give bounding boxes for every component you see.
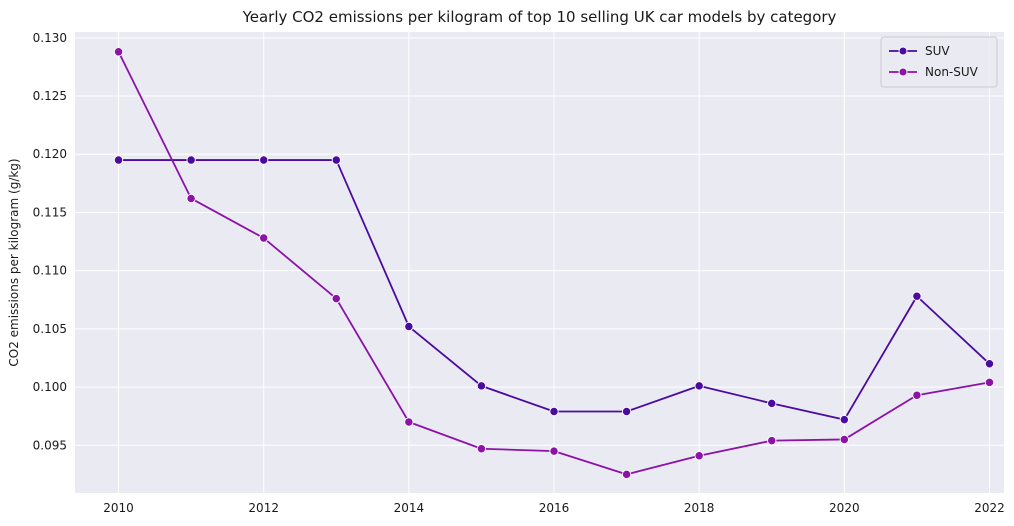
data-point bbox=[404, 321, 414, 332]
y-tick-label: 0.125 bbox=[33, 89, 67, 103]
legend-item: SUV bbox=[889, 44, 950, 58]
data-point bbox=[839, 434, 849, 445]
legend-label: SUV bbox=[925, 44, 950, 58]
data-point bbox=[839, 415, 849, 425]
series-suv bbox=[113, 155, 995, 425]
y-tick-label: 0.095 bbox=[33, 438, 67, 452]
data-point bbox=[621, 469, 632, 480]
data-point bbox=[259, 155, 269, 165]
data-point bbox=[113, 155, 124, 165]
y-tick-label: 0.115 bbox=[33, 205, 67, 219]
data-point bbox=[694, 381, 704, 391]
data-point bbox=[767, 398, 777, 409]
data-point bbox=[912, 390, 922, 400]
y-tick-label: 0.110 bbox=[33, 264, 67, 278]
y-axis-label: CO2 emissions per kilogram (g/kg) bbox=[7, 158, 21, 366]
data-point bbox=[331, 155, 341, 165]
data-point bbox=[404, 417, 414, 427]
data-point bbox=[259, 233, 269, 243]
y-tick-label: 0.105 bbox=[33, 322, 67, 336]
data-point bbox=[694, 451, 704, 461]
x-tick-label: 2018 bbox=[684, 501, 715, 515]
data-point bbox=[767, 435, 777, 446]
x-tick-label: 2010 bbox=[103, 501, 134, 515]
plot-background bbox=[75, 32, 1004, 493]
data-point bbox=[984, 377, 995, 388]
chart-title: Yearly CO2 emissions per kilogram of top… bbox=[242, 8, 837, 26]
y-tick-label: 0.130 bbox=[33, 31, 67, 45]
grid-lines bbox=[75, 32, 1004, 493]
legend-item: Non-SUV bbox=[889, 65, 979, 79]
y-tick-label: 0.100 bbox=[33, 380, 67, 394]
tick-labels: 2010 2012 2014 2016 2018 2020 2022 0.095 0.100 0.… bbox=[33, 31, 1005, 515]
data-point bbox=[186, 155, 196, 165]
x-tick-label: 2020 bbox=[829, 501, 860, 515]
x-tick-label: 2014 bbox=[394, 501, 425, 515]
legend: SUV Non-SUV bbox=[880, 36, 998, 88]
legend-marker bbox=[898, 67, 908, 77]
legend-frame bbox=[880, 36, 998, 88]
data-point bbox=[186, 193, 196, 204]
data-point bbox=[113, 47, 124, 57]
data-point bbox=[912, 291, 922, 301]
legend-label: Non-SUV bbox=[925, 65, 979, 79]
x-tick-label: 2016 bbox=[539, 501, 570, 515]
data-point bbox=[331, 293, 341, 304]
x-tick-label: 2022 bbox=[974, 501, 1005, 515]
x-tick-label: 2012 bbox=[248, 501, 279, 515]
data-point bbox=[476, 381, 487, 391]
data-point bbox=[549, 406, 559, 417]
legend-marker bbox=[898, 46, 908, 56]
series-non-suv bbox=[113, 47, 995, 480]
y-tick-label: 0.120 bbox=[33, 147, 67, 161]
data-point bbox=[549, 446, 559, 456]
series-group bbox=[113, 47, 995, 480]
data-point bbox=[984, 359, 995, 369]
data-point bbox=[476, 444, 487, 454]
data-point bbox=[621, 406, 632, 417]
